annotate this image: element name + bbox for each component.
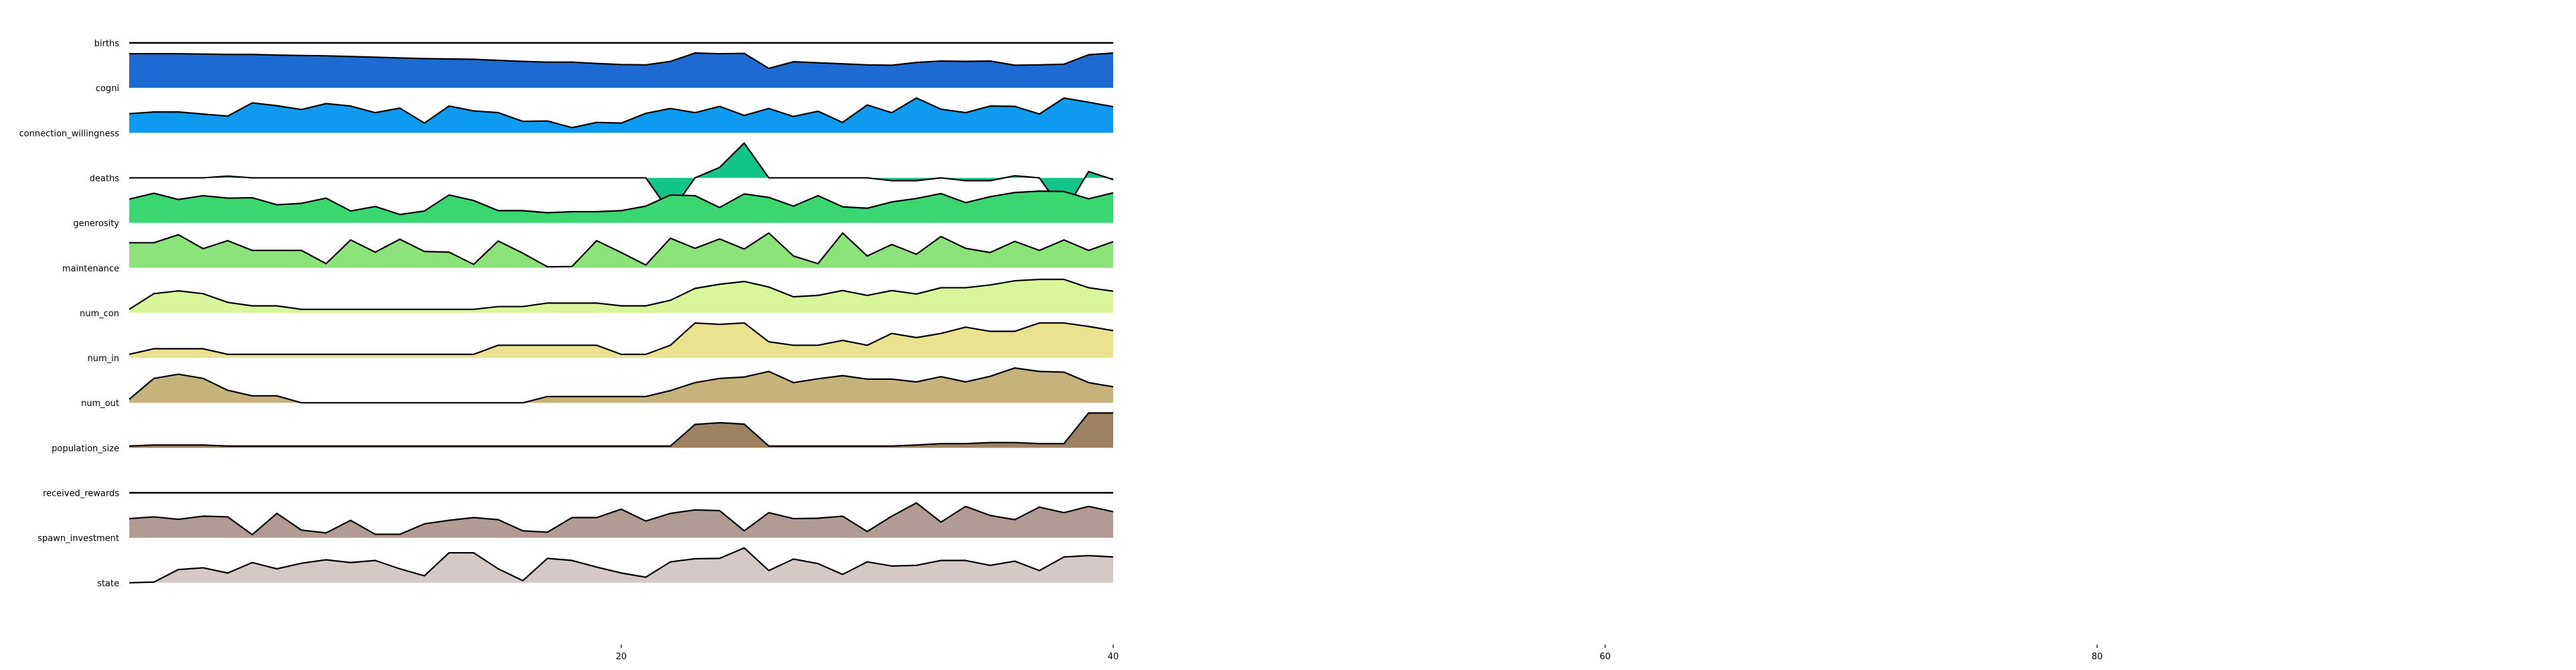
series-area — [129, 232, 1113, 268]
x-axis: 20 40 60 80 — [616, 645, 2102, 662]
series-area — [129, 503, 1113, 538]
series-line — [129, 142, 1114, 214]
ridge-num-in: num_in — [88, 322, 1114, 364]
x-tick-label: 20 — [616, 652, 627, 662]
series-area — [129, 547, 1113, 583]
series-line — [129, 412, 1113, 447]
series-line — [129, 547, 1114, 584]
series-line — [129, 97, 1114, 129]
row-label: received_rewards — [43, 489, 119, 499]
row-label: num_out — [81, 399, 119, 409]
series-area — [129, 323, 1113, 358]
series-line — [129, 502, 1114, 536]
ridge-population-size: population_size — [52, 412, 1113, 454]
series-line — [129, 322, 1114, 355]
ridge-num-out: num_out — [81, 367, 1114, 409]
series-line — [129, 190, 1114, 216]
x-tick-label: 60 — [1599, 652, 1611, 662]
series-area — [129, 53, 1113, 88]
series-line — [129, 232, 1114, 268]
ridge-cogni: cogni — [96, 52, 1114, 94]
row-label: generosity — [73, 219, 119, 229]
ridge-num-con: num_con — [80, 278, 1114, 319]
series-area — [129, 191, 1113, 223]
ridge-births: births — [94, 39, 1113, 49]
series-area — [129, 413, 1113, 448]
row-label: deaths — [90, 174, 120, 184]
ridge-spawn-investment: spawn_investment — [38, 502, 1114, 544]
ridge-maintenance: maintenance — [62, 232, 1114, 274]
series-area — [129, 368, 1113, 403]
row-label: num_in — [88, 354, 120, 364]
x-tick-label: 80 — [2092, 652, 2103, 662]
ridge-connection-willingness: connection_willingness — [19, 97, 1114, 139]
row-label: population_size — [52, 444, 119, 454]
series-area — [129, 279, 1113, 313]
ridge-received-rewards: received_rewards — [43, 489, 1113, 499]
row-label: state — [97, 579, 119, 589]
series-line — [129, 52, 1114, 70]
row-label: maintenance — [62, 264, 119, 274]
row-label: spawn_investment — [38, 534, 119, 544]
ridge-deaths: deaths — [90, 142, 1114, 214]
ridge-state: state — [97, 547, 1114, 589]
row-label: num_con — [80, 309, 119, 319]
row-label: births — [94, 39, 120, 49]
series-line — [129, 278, 1114, 310]
row-label: cogni — [96, 84, 119, 94]
row-label: connection_willingness — [19, 129, 120, 139]
ridge-generosity: generosity — [73, 190, 1114, 229]
series-area — [129, 98, 1113, 133]
series-line — [129, 367, 1114, 404]
x-tick-label: 40 — [1108, 652, 1119, 662]
